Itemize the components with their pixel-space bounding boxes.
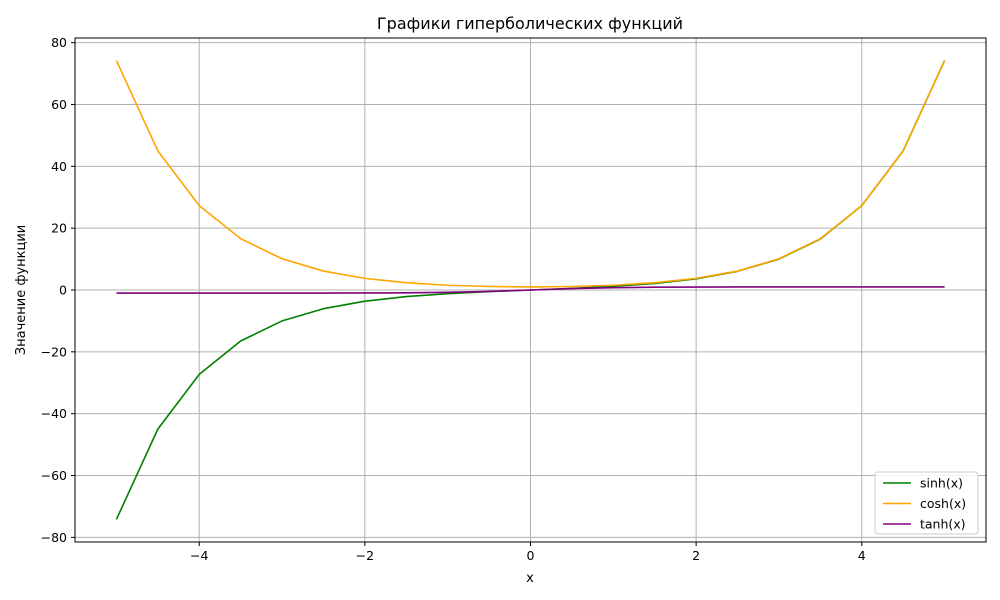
y-tick-label: 20 — [51, 221, 67, 236]
x-tick-label: −4 — [190, 548, 208, 563]
x-tick-label: −2 — [356, 548, 374, 563]
legend-box — [874, 471, 979, 535]
x-axis: −4 −2 0 2 4 — [190, 542, 866, 563]
y-tick-label: −80 — [41, 530, 67, 545]
x-tick-label: 2 — [692, 548, 700, 563]
y-tick-label: −40 — [41, 406, 67, 421]
legend-label-coshx: cosh(x) — [920, 496, 966, 511]
legend: sinh(x) cosh(x) tanh(x) — [874, 471, 979, 535]
series-lines — [115, 60, 946, 520]
y-tick-label: 80 — [51, 35, 67, 50]
y-tick-label: 60 — [51, 97, 67, 112]
legend-label-sinhx: sinh(x) — [920, 476, 963, 491]
series-line-coshx — [115, 60, 946, 288]
y-axis: −80 −60 −40 −20 0 20 40 60 80 — [41, 35, 75, 545]
x-axis-title: x — [526, 571, 534, 586]
y-axis-title: Значение функции — [14, 225, 29, 355]
y-tick-label: 0 — [59, 283, 67, 298]
x-tick-label: 0 — [527, 548, 535, 563]
series-line-tanhx — [116, 286, 945, 294]
y-tick-label: −60 — [41, 468, 67, 483]
y-tick-label: −20 — [41, 344, 67, 359]
y-tick-label: 40 — [51, 159, 67, 174]
legend-label-tanhx: tanh(x) — [920, 517, 966, 532]
x-tick-label: 4 — [858, 548, 866, 563]
chart-title: Графики гиперболических функций — [377, 14, 683, 33]
